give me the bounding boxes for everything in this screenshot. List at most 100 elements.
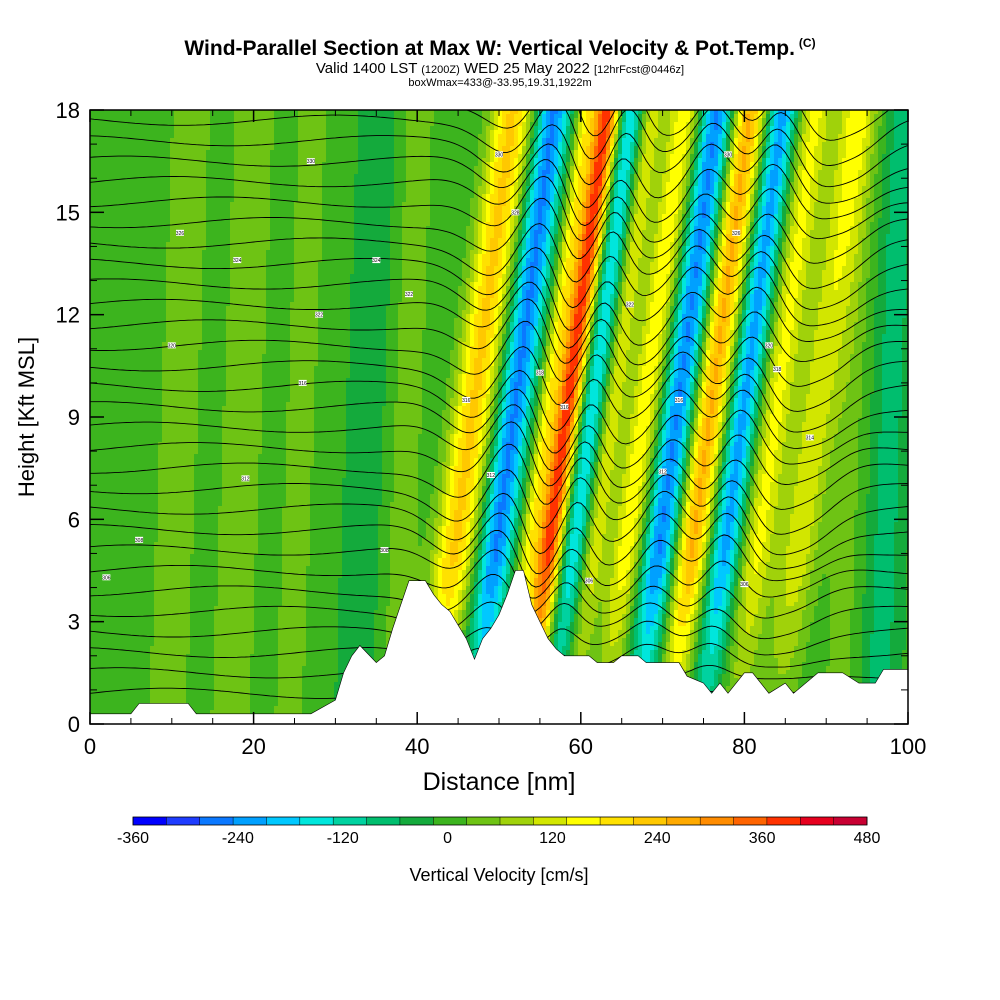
field-cell: [562, 110, 567, 115]
field-cell: [442, 134, 447, 139]
field-cell: [662, 190, 667, 195]
field-cell: [838, 186, 843, 191]
field-cell: [134, 158, 139, 163]
field-cell: [494, 178, 499, 183]
field-cell: [206, 134, 211, 139]
field-cell: [318, 166, 323, 171]
field-cell: [114, 130, 119, 135]
field-cell: [730, 122, 735, 127]
field-cell: [510, 142, 515, 147]
field-cell: [846, 194, 851, 199]
field-cell: [730, 134, 735, 139]
field-cell: [398, 166, 403, 171]
field-cell: [170, 166, 175, 171]
field-cell: [302, 130, 307, 135]
field-cell: [754, 150, 759, 155]
field-cell: [330, 110, 335, 115]
field-cell: [690, 138, 695, 143]
field-cell: [590, 166, 595, 171]
field-cell: [898, 178, 903, 183]
field-cell: [518, 174, 523, 179]
field-cell: [294, 150, 299, 155]
field-cell: [870, 110, 875, 115]
field-cell: [846, 154, 851, 159]
field-cell: [434, 198, 439, 203]
field-cell: [418, 202, 423, 207]
field-cell: [94, 130, 99, 135]
field-cell: [274, 126, 279, 131]
field-cell: [822, 202, 827, 207]
field-cell: [722, 142, 727, 147]
field-cell: [514, 174, 519, 179]
field-cell: [326, 170, 331, 175]
field-cell: [514, 198, 519, 203]
field-cell: [294, 178, 299, 183]
field-cell: [382, 194, 387, 199]
field-cell: [454, 202, 459, 207]
field-cell: [574, 150, 579, 155]
field-cell: [350, 150, 355, 155]
field-cell: [762, 186, 767, 191]
field-cell: [110, 198, 115, 203]
field-cell: [866, 198, 871, 203]
field-cell: [698, 126, 703, 131]
field-cell: [426, 178, 431, 183]
field-cell: [402, 182, 407, 187]
field-cell: [174, 110, 179, 115]
field-cell: [802, 150, 807, 155]
field-cell: [614, 202, 619, 207]
field-cell: [486, 194, 491, 199]
field-cell: [474, 178, 479, 183]
field-cell: [278, 114, 283, 119]
field-cell: [870, 114, 875, 119]
field-cell: [94, 146, 99, 151]
field-cell: [510, 186, 515, 191]
field-cell: [846, 114, 851, 119]
field-cell: [250, 118, 255, 123]
field-cell: [902, 118, 907, 123]
field-cell: [542, 138, 547, 143]
field-cell: [658, 194, 663, 199]
field-cell: [306, 194, 311, 199]
field-cell: [378, 162, 383, 167]
field-cell: [718, 134, 723, 139]
field-cell: [146, 170, 151, 175]
field-cell: [250, 162, 255, 167]
field-cell: [478, 118, 483, 123]
field-cell: [870, 178, 875, 183]
field-cell: [398, 174, 403, 179]
field-cell: [386, 202, 391, 207]
field-cell: [698, 158, 703, 163]
field-cell: [170, 130, 175, 135]
field-cell: [242, 146, 247, 151]
field-cell: [234, 114, 239, 119]
field-cell: [594, 142, 599, 147]
field-cell: [402, 194, 407, 199]
field-cell: [314, 146, 319, 151]
field-cell: [394, 154, 399, 159]
field-cell: [426, 142, 431, 147]
field-cell: [394, 174, 399, 179]
field-cell: [114, 206, 119, 211]
field-cell: [674, 186, 679, 191]
field-cell: [294, 158, 299, 163]
field-cell: [270, 202, 275, 207]
field-cell: [462, 166, 467, 171]
field-cell: [822, 198, 827, 203]
field-cell: [270, 170, 275, 175]
field-cell: [718, 114, 723, 119]
field-cell: [634, 122, 639, 127]
field-cell: [410, 186, 415, 191]
field-cell: [438, 202, 443, 207]
field-cell: [606, 110, 611, 115]
field-cell: [642, 142, 647, 147]
field-cell: [738, 150, 743, 155]
field-cell: [598, 198, 603, 203]
field-cell: [194, 118, 199, 123]
field-cell: [226, 130, 231, 135]
field-cell: [886, 118, 891, 123]
field-cell: [430, 182, 435, 187]
field-cell: [558, 130, 563, 135]
field-cell: [602, 114, 607, 119]
field-cell: [374, 174, 379, 179]
